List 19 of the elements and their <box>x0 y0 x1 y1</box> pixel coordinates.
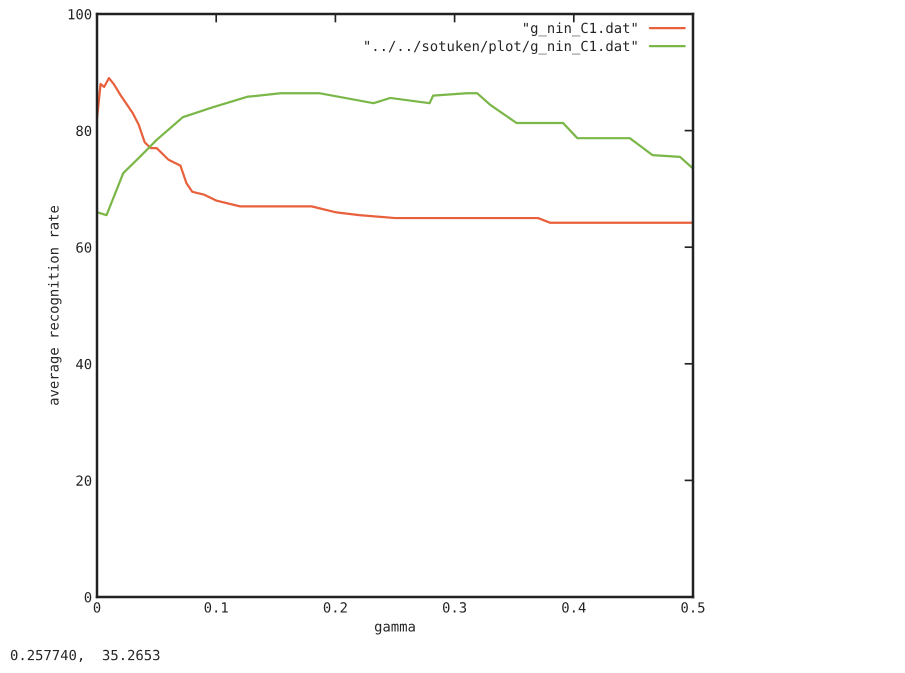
y-tick-label: 100 <box>68 9 92 20</box>
y-tick-label: 80 <box>76 126 92 136</box>
x-tick-label: 0.5 <box>681 602 704 613</box>
legend-label: "g_nin_C1.dat" <box>524 22 637 36</box>
line-series <box>97 77 693 224</box>
x-tick-label: 0.1 <box>204 602 228 613</box>
line-series <box>97 92 693 216</box>
legend-label: "../../sotuken/plot/g_nin_C1.dat" <box>365 40 637 54</box>
y-tick-label: 0 <box>84 592 92 603</box>
x-tick-label: 0 <box>94 602 100 613</box>
x-tick-label: 0.2 <box>324 602 347 613</box>
x-tick-label: 0.4 <box>562 602 586 613</box>
y-tick-label: 20 <box>76 475 92 486</box>
x-tick-label: 0.3 <box>442 602 466 613</box>
text: 0.257740, 35.2653 <box>10 650 160 662</box>
y-tick-label: 40 <box>76 358 92 370</box>
x-axis-title: gamma <box>374 624 415 634</box>
y-tick-label: 60 <box>76 242 92 253</box>
y-axis-title: average recognition rate <box>48 206 62 405</box>
